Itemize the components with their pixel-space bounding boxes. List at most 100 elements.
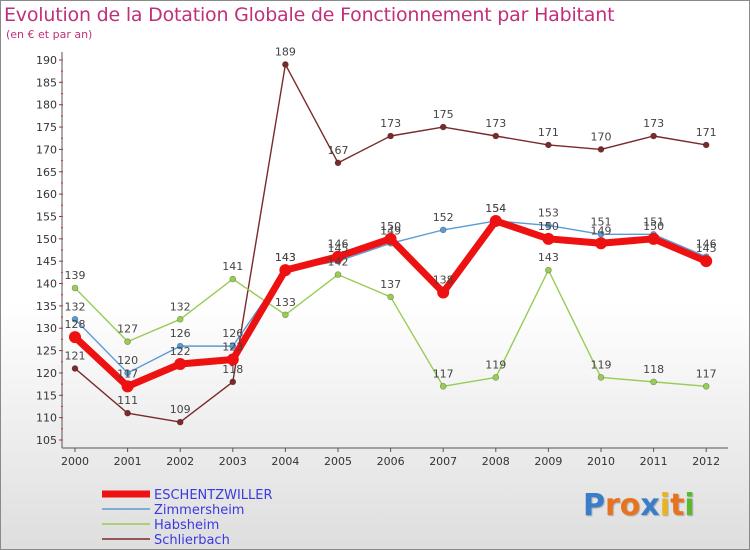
axes: 105 110 115 120 125 130 135 140 145 150 155 160 165 1… [36, 52, 728, 468]
data-label-habsheim: 141 [222, 260, 243, 273]
data-point-schlierbach [282, 61, 289, 68]
data-point-zimmersheim [124, 369, 131, 377]
data-label-schlierbach: 118 [222, 363, 243, 376]
y-tick-label: 145 [36, 255, 57, 268]
series-layer [69, 61, 713, 426]
data-labels: 121 111 109 118 189 167 173 175 173 171 170 173 171 1… [65, 45, 717, 416]
logo-letter: P [583, 488, 605, 523]
legend: ESCHENTZWILLERZimmersheimHabsheimSchlier… [102, 488, 273, 548]
data-label-schlierbach: 175 [433, 108, 454, 121]
data-label-zimmersheim: 151 [591, 215, 612, 228]
data-label-habsheim: 137 [380, 278, 401, 291]
legend-label-eschentzwiller: ESCHENTZWILLER [154, 488, 273, 503]
legend-label-schlierbach: Schlierbach [154, 533, 230, 548]
data-label-zimmersheim: 132 [65, 300, 86, 313]
data-label-eschentzwiller: 146 [328, 238, 349, 251]
data-label-habsheim: 143 [538, 251, 559, 264]
data-label-eschentzwiller: 145 [696, 242, 717, 255]
data-point-eschentzwiller [174, 358, 187, 370]
x-tick-label: 2012 [692, 455, 720, 468]
y-tick-label: 170 [36, 143, 57, 156]
data-point-habsheim [492, 374, 500, 381]
legend-label-zimmersheim: Zimmersheim [154, 503, 244, 518]
data-label-eschentzwiller: 122 [170, 345, 191, 358]
data-point-habsheim [71, 284, 79, 292]
data-label-habsheim: 118 [643, 363, 664, 376]
data-point-habsheim [545, 266, 552, 274]
x-tick-label: 2010 [587, 455, 615, 468]
series-schlierbach [71, 61, 710, 426]
data-point-zimmersheim [71, 315, 79, 323]
data-point-eschentzwiller [595, 237, 607, 250]
data-point-zimmersheim [229, 342, 237, 350]
y-tick-label: 110 [36, 412, 57, 425]
data-point-schlierbach [439, 123, 447, 131]
data-label-habsheim: 133 [275, 296, 296, 309]
data-point-eschentzwiller [437, 286, 450, 299]
data-label-eschentzwiller: 138 [433, 273, 454, 286]
data-point-habsheim [597, 374, 605, 381]
data-label-zimmersheim: 145 [328, 242, 349, 255]
data-label-habsheim: 127 [117, 323, 138, 336]
data-label-habsheim: 117 [696, 367, 717, 380]
data-point-eschentzwiller [700, 255, 713, 268]
data-label-habsheim: 139 [65, 269, 86, 282]
data-label-zimmersheim: 149 [380, 224, 401, 237]
data-point-schlierbach [702, 141, 710, 149]
y-tick-label: 120 [36, 367, 57, 380]
logo-letter: i [659, 488, 671, 523]
y-tick-label: 190 [36, 54, 57, 67]
x-tick-label: 2003 [219, 455, 247, 468]
data-label-zimmersheim: 152 [433, 211, 454, 224]
data-label-zimmersheim: 154 [485, 202, 506, 215]
data-point-habsheim [439, 383, 447, 390]
logo-letter: r [605, 488, 620, 523]
x-tick-label: 2001 [114, 455, 142, 468]
data-label-schlierbach: 121 [65, 349, 86, 362]
data-point-habsheim [282, 311, 289, 319]
data-point-habsheim [334, 271, 342, 278]
x-tick-label: 2005 [324, 455, 352, 468]
data-label-zimmersheim: 151 [643, 215, 664, 228]
data-point-schlierbach [124, 409, 131, 417]
data-label-schlierbach: 173 [380, 117, 401, 130]
x-tick-label: 2008 [482, 455, 510, 468]
x-tick-label: 2000 [61, 455, 89, 468]
data-point-eschentzwiller [121, 380, 134, 393]
data-label-zimmersheim: 120 [117, 354, 138, 367]
data-label-zimmersheim: 146 [696, 238, 717, 251]
logo-letter: o [619, 488, 641, 523]
proxiti-logo: Proxiti [583, 488, 695, 523]
data-label-schlierbach: 173 [485, 117, 506, 130]
data-point-habsheim [702, 383, 710, 390]
y-tick-label: 185 [36, 76, 57, 89]
data-point-schlierbach [597, 146, 605, 153]
data-label-eschentzwiller: 150 [538, 220, 559, 233]
y-tick-label: 155 [36, 210, 57, 223]
data-label-eschentzwiller: 149 [591, 224, 612, 237]
data-point-habsheim [387, 293, 394, 301]
y-tick-label: 175 [36, 121, 57, 134]
y-tick-label: 105 [36, 434, 57, 447]
x-tick-label: 2006 [377, 455, 405, 468]
data-label-schlierbach: 171 [696, 126, 717, 139]
y-tick-label: 150 [36, 233, 57, 246]
data-point-eschentzwiller [647, 232, 660, 245]
y-tick-label: 165 [36, 166, 57, 179]
data-point-schlierbach [492, 132, 500, 140]
data-label-eschentzwiller: 117 [117, 367, 138, 380]
data-label-schlierbach: 173 [643, 117, 664, 130]
data-point-schlierbach [334, 159, 342, 167]
y-tick-label: 115 [36, 389, 57, 402]
data-label-zimmersheim: 126 [170, 327, 191, 340]
y-tick-label: 160 [36, 188, 57, 201]
y-tick-label: 125 [36, 345, 57, 358]
data-label-eschentzwiller: 150 [380, 220, 401, 233]
x-tick-label: 2002 [166, 455, 194, 468]
data-point-zimmersheim [439, 226, 447, 234]
data-point-schlierbach [650, 132, 657, 140]
y-tick-label: 140 [36, 278, 57, 291]
logo-letter: x [640, 488, 660, 523]
data-label-zimmersheim: 153 [538, 206, 559, 219]
